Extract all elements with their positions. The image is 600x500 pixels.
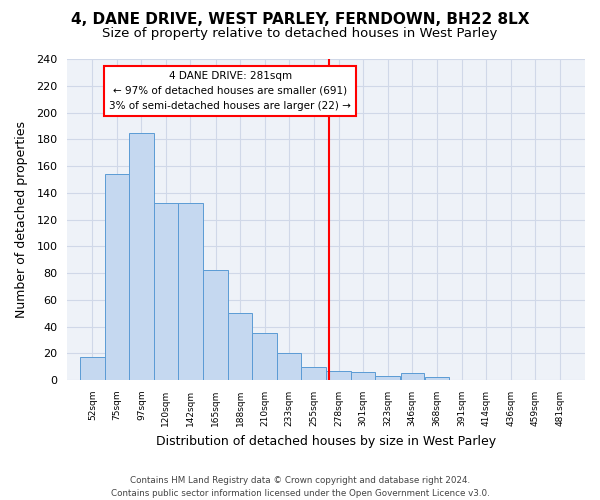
X-axis label: Distribution of detached houses by size in West Parley: Distribution of detached houses by size …	[156, 434, 496, 448]
Bar	[253, 333, 277, 380]
Bar	[277, 354, 301, 380]
Y-axis label: Number of detached properties: Number of detached properties	[15, 121, 28, 318]
Bar	[425, 378, 449, 380]
Bar	[352, 372, 375, 380]
Bar	[129, 132, 154, 380]
Text: 4 DANE DRIVE: 281sqm
← 97% of detached houses are smaller (691)
3% of semi-detac: 4 DANE DRIVE: 281sqm ← 97% of detached h…	[109, 71, 351, 110]
Bar	[229, 313, 252, 380]
Bar	[80, 358, 104, 380]
Bar	[301, 366, 326, 380]
Bar	[105, 174, 128, 380]
Text: Size of property relative to detached houses in West Parley: Size of property relative to detached ho…	[103, 28, 497, 40]
Bar	[154, 204, 178, 380]
Text: 4, DANE DRIVE, WEST PARLEY, FERNDOWN, BH22 8LX: 4, DANE DRIVE, WEST PARLEY, FERNDOWN, BH…	[71, 12, 529, 28]
Bar	[203, 270, 228, 380]
Bar	[178, 204, 203, 380]
Text: Contains HM Land Registry data © Crown copyright and database right 2024.
Contai: Contains HM Land Registry data © Crown c…	[110, 476, 490, 498]
Bar	[401, 374, 424, 380]
Bar	[326, 370, 351, 380]
Bar	[376, 376, 400, 380]
